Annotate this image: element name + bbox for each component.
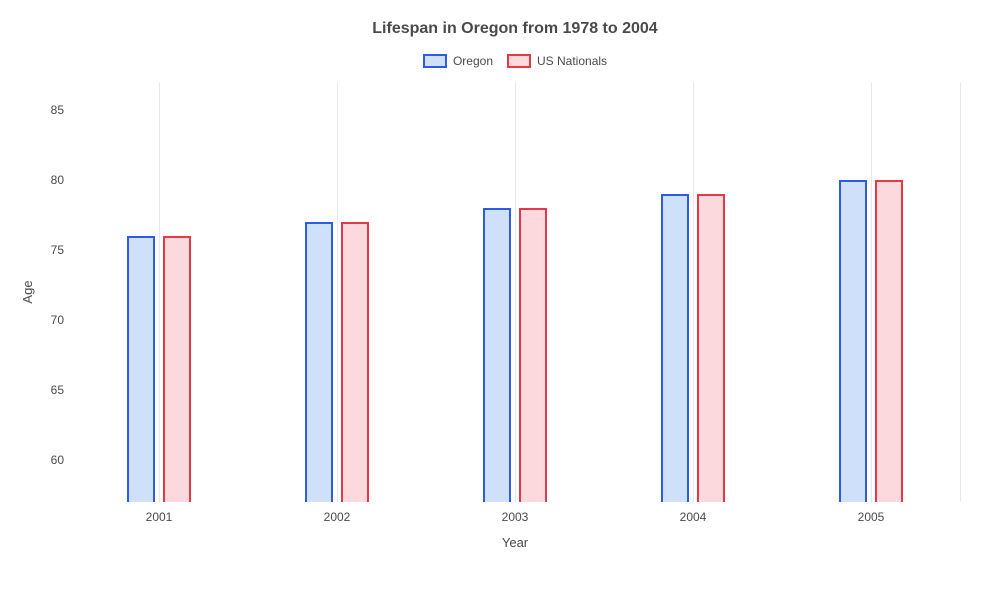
y-tick-label: 75 [30, 243, 64, 257]
bar [127, 236, 155, 502]
legend-swatch-oregon [423, 54, 447, 68]
y-tick-label: 70 [30, 313, 64, 327]
legend-label-us-nationals: US Nationals [537, 54, 607, 68]
y-tick-label: 65 [30, 383, 64, 397]
gridline-vertical [960, 82, 961, 502]
x-tick-label: 2005 [858, 510, 885, 524]
chart-container: Lifespan in Oregon from 1978 to 2004 Ore… [0, 0, 1000, 600]
x-tick-label: 2003 [502, 510, 529, 524]
legend-item-us-nationals: US Nationals [507, 54, 607, 68]
gridline-vertical [515, 82, 516, 502]
gridline-vertical [159, 82, 160, 502]
y-tick-label: 80 [30, 173, 64, 187]
legend-item-oregon: Oregon [423, 54, 493, 68]
bar [483, 208, 511, 502]
y-tick-label: 85 [30, 103, 64, 117]
bar [697, 194, 725, 502]
gridline-vertical [693, 82, 694, 502]
legend-label-oregon: Oregon [453, 54, 493, 68]
plot-area: Age Year 2001200220032004200560657075808… [70, 82, 960, 502]
bar [839, 180, 867, 502]
legend-swatch-us-nationals [507, 54, 531, 68]
x-axis-label: Year [502, 535, 528, 550]
gridline-vertical [871, 82, 872, 502]
gridline-vertical [337, 82, 338, 502]
x-tick-label: 2001 [146, 510, 173, 524]
chart-title: Lifespan in Oregon from 1978 to 2004 [70, 20, 960, 38]
bar [341, 222, 369, 502]
bar [661, 194, 689, 502]
y-axis-label: Age [20, 280, 35, 303]
bar [519, 208, 547, 502]
bar [305, 222, 333, 502]
y-tick-label: 60 [30, 453, 64, 467]
legend: Oregon US Nationals [70, 54, 960, 68]
x-tick-label: 2002 [324, 510, 351, 524]
bar [163, 236, 191, 502]
bar [875, 180, 903, 502]
x-tick-label: 2004 [680, 510, 707, 524]
